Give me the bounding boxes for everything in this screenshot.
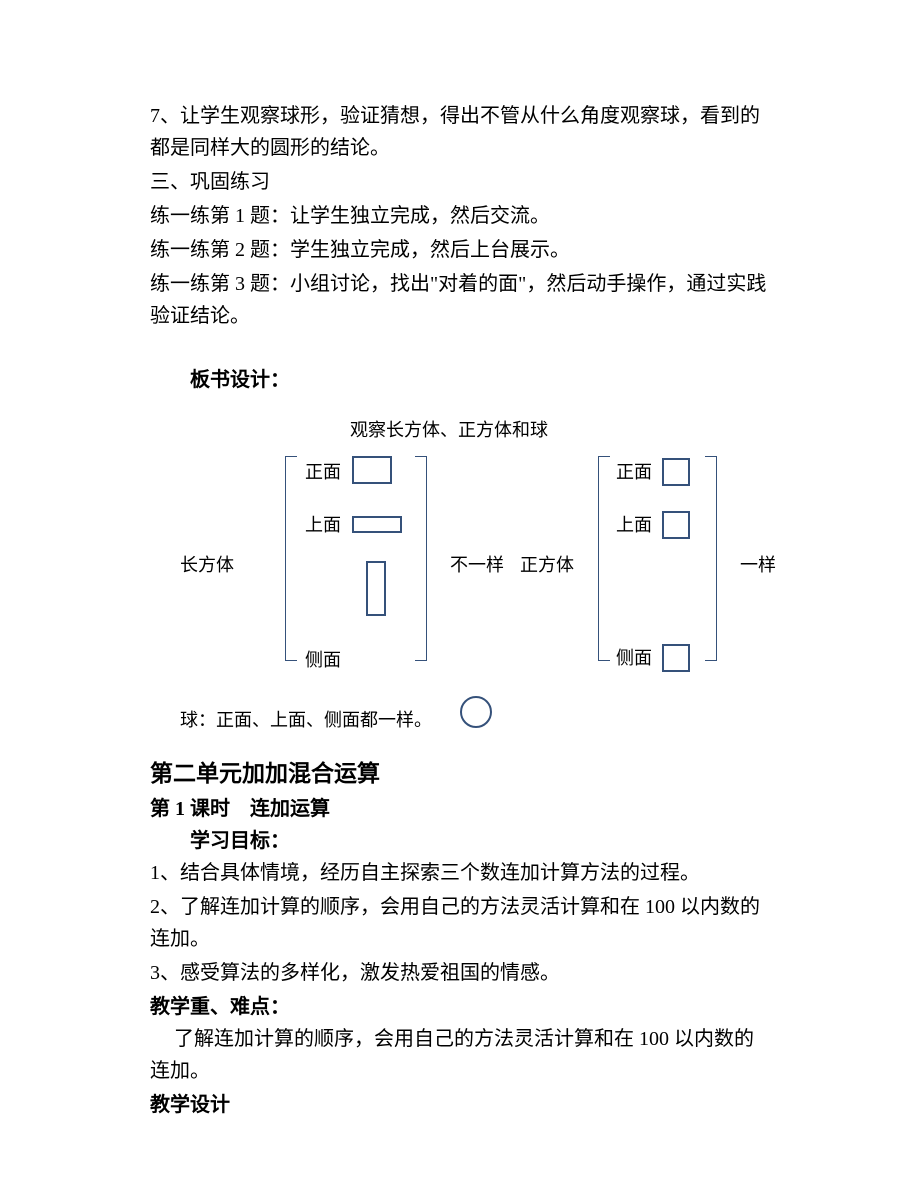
label-diff: 不一样 — [450, 551, 504, 580]
label-cube: 正方体 — [520, 551, 574, 580]
board-diagram: 观察长方体、正方体和球 长方体 正面 上面 侧面 不一样 正方体 正面 上面 侧… — [150, 416, 790, 746]
lesson-1-title: 第 1 课时 连加运算 — [150, 793, 770, 825]
key-difficulty-body: 了解连加计算的顺序，会用自己的方法灵活计算和在 100 以内数的连加。 — [150, 1023, 770, 1087]
objective-2: 2、了解连加计算的顺序，会用自己的方法灵活计算和在 100 以内数的连加。 — [150, 891, 770, 955]
section-3-heading: 三、巩固练习 — [150, 166, 770, 198]
label-same: 一样 — [740, 551, 776, 580]
exercise-3: 练一练第 3 题：小组讨论，找出"对着的面"，然后动手操作，通过实践验证结论。 — [150, 268, 770, 332]
label-cuboid: 长方体 — [180, 551, 234, 580]
cuboid-front-label: 正面 — [305, 458, 341, 487]
cube-front-label: 正面 — [616, 458, 652, 487]
cube-top-label: 上面 — [616, 511, 652, 540]
cuboid-left-bracket — [285, 456, 297, 661]
cube-side-label: 侧面 — [616, 644, 652, 673]
board-design-heading: 板书设计： — [150, 364, 770, 396]
cuboid-front-rect — [352, 456, 392, 484]
cube-side-rect — [662, 644, 690, 672]
teaching-design-heading: 教学设计 — [150, 1089, 770, 1121]
cube-left-bracket — [598, 456, 610, 661]
cube-front-rect — [662, 458, 690, 486]
objective-3: 3、感受算法的多样化，激发热爱祖国的情感。 — [150, 957, 770, 989]
unit-2-title: 第二单元加加混合运算 — [150, 756, 770, 793]
cuboid-side-rect — [366, 561, 386, 616]
exercise-2: 练一练第 2 题：学生独立完成，然后上台展示。 — [150, 234, 770, 266]
cube-right-bracket — [705, 456, 717, 661]
objective-1: 1、结合具体情境，经历自主探索三个数连加计算方法的过程。 — [150, 857, 770, 889]
exercise-1: 练一练第 1 题：让学生独立完成，然后交流。 — [150, 200, 770, 232]
cube-top-rect — [662, 511, 690, 539]
cuboid-side-label: 侧面 — [305, 646, 341, 675]
sphere-line: 球：正面、上面、侧面都一样。 — [180, 706, 432, 735]
diagram-title: 观察长方体、正方体和球 — [350, 416, 548, 445]
cuboid-top-label: 上面 — [305, 511, 341, 540]
objectives-heading: 学习目标： — [150, 825, 770, 857]
cuboid-right-bracket — [415, 456, 427, 661]
sphere-circle — [460, 696, 492, 728]
cuboid-top-rect — [352, 516, 402, 533]
key-difficulty-heading: 教学重、难点： — [150, 991, 770, 1023]
item-7: 7、让学生观察球形，验证猜想，得出不管从什么角度观察球，看到的都是同样大的圆形的… — [150, 100, 770, 164]
